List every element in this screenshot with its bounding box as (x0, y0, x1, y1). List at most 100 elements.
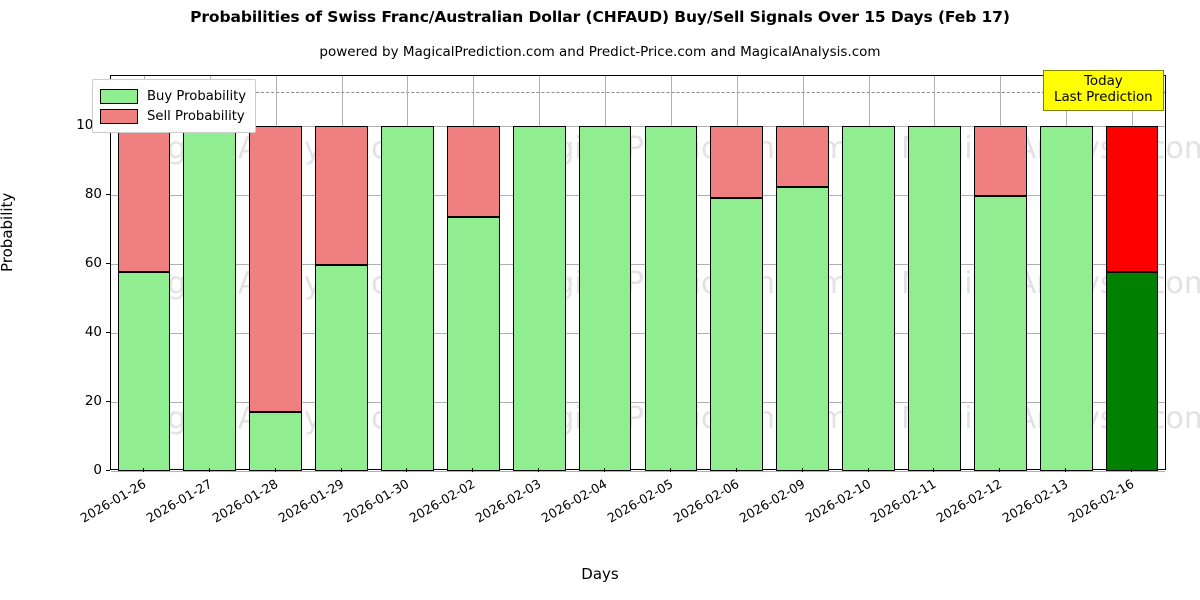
bar-segment-buy[interactable] (117, 271, 171, 471)
y-tick-label: 40 (84, 324, 102, 340)
x-tick-label: 2026-01-30 (341, 476, 412, 526)
chart-subtitle: powered by MagicalPrediction.com and Pre… (319, 44, 881, 60)
bar-segment-buy[interactable] (183, 126, 237, 471)
bar-group[interactable] (578, 126, 632, 471)
x-tick-mark (274, 468, 276, 472)
x-tick-label: 2026-02-11 (868, 476, 939, 526)
x-tick-label: 2026-02-06 (670, 476, 742, 526)
bar-group[interactable] (183, 126, 237, 471)
y-gridline (111, 195, 1165, 196)
x-tick-mark (406, 468, 408, 472)
bar-group[interactable] (117, 126, 171, 471)
y-tick-mark (106, 263, 110, 264)
x-tick-mark (1065, 468, 1067, 472)
y-gridline (111, 126, 1165, 127)
x-tick-label: 2026-02-05 (604, 476, 676, 526)
x-axis-label: Days (581, 565, 619, 583)
today-annotation: Today Last Prediction (1043, 70, 1164, 112)
x-tick-mark (340, 468, 342, 472)
bar-segment-sell[interactable] (249, 126, 303, 413)
y-tick-mark (106, 470, 110, 471)
bar-group[interactable] (381, 126, 434, 471)
plot-inner: MagicalAnalysis.comMagicalPrediction.com… (111, 76, 1200, 472)
threshold-line (111, 91, 1165, 93)
legend-label-buy: Buy Probability (147, 88, 247, 104)
chart-legend: Buy Probability Sell Probability (92, 79, 257, 133)
x-tick-mark (142, 468, 144, 472)
y-tick-mark (106, 401, 110, 402)
x-tick-mark (604, 468, 606, 472)
bar-segment-sell[interactable] (117, 126, 171, 272)
x-tick-label: 2026-02-16 (1065, 476, 1137, 526)
bar-group[interactable] (908, 126, 961, 471)
bar-segment-buy[interactable] (776, 187, 830, 471)
x-tick-mark (472, 468, 474, 472)
x-tick-label: 2026-01-28 (209, 476, 281, 526)
bar-group[interactable] (710, 126, 764, 471)
legend-label-sell: Sell Probability (147, 108, 245, 124)
bar-segment-buy[interactable] (973, 195, 1027, 471)
y-gridline (111, 471, 1165, 472)
bar-segment-buy[interactable] (1039, 126, 1093, 471)
bar-group[interactable] (1105, 126, 1159, 471)
bar-group[interactable] (776, 126, 830, 471)
bar-segment-buy[interactable] (315, 264, 368, 471)
bar-segment-buy[interactable] (908, 126, 961, 471)
y-tick-label: 60 (84, 255, 102, 271)
y-tick-label: 0 (93, 462, 102, 478)
y-tick-mark (106, 194, 110, 195)
x-tick-mark (801, 468, 803, 472)
bar-group[interactable] (644, 126, 698, 471)
y-tick-label: 20 (84, 393, 102, 409)
bar-group[interactable] (842, 126, 895, 471)
x-tick-mark (735, 468, 737, 472)
bar-group[interactable] (446, 126, 500, 471)
bar-segment-buy[interactable] (446, 216, 500, 471)
bar-segment-sell[interactable] (446, 126, 500, 217)
x-tick-mark (538, 468, 540, 472)
x-tick-label: 2026-02-13 (999, 476, 1071, 526)
bar-group[interactable] (973, 126, 1027, 471)
legend-item-sell: Sell Probability (100, 106, 246, 126)
bar-segment-buy[interactable] (710, 198, 764, 471)
x-tick-label: 2026-01-29 (275, 476, 347, 526)
bar-segment-sell[interactable] (315, 126, 368, 265)
bar-segment-buy[interactable] (578, 126, 632, 471)
x-tick-mark (933, 468, 935, 472)
x-tick-label: 2026-02-03 (472, 476, 544, 526)
plot-area: MagicalAnalysis.comMagicalPrediction.com… (110, 75, 1200, 472)
bar-segment-buy[interactable] (1105, 271, 1159, 471)
x-tick-mark (999, 468, 1001, 472)
x-tick-label: 2026-02-09 (736, 476, 808, 526)
bar-segment-sell[interactable] (973, 126, 1027, 196)
x-tick-label: 2026-02-02 (406, 476, 478, 526)
bar-segment-buy[interactable] (381, 126, 434, 471)
y-gridline (111, 333, 1165, 334)
x-tick-label: 2026-01-26 (77, 476, 149, 526)
legend-swatch-buy-icon (100, 88, 138, 104)
bar-segment-buy[interactable] (249, 412, 303, 471)
y-gridline (111, 402, 1165, 403)
bar-segment-buy[interactable] (644, 126, 698, 471)
bar-segment-sell[interactable] (1105, 126, 1159, 272)
x-tick-mark (1131, 468, 1133, 472)
x-tick-label: 2026-01-27 (143, 476, 215, 526)
x-tick-label: 2026-02-10 (802, 476, 874, 526)
bar-group[interactable] (315, 126, 368, 471)
x-tick-mark (867, 468, 869, 472)
bar-group[interactable] (512, 126, 566, 471)
x-tick-mark (669, 468, 671, 472)
bar-segment-buy[interactable] (512, 126, 566, 471)
bar-segment-sell[interactable] (776, 126, 830, 188)
y-tick-label: 80 (84, 186, 102, 202)
x-tick-label: 2026-02-04 (538, 476, 610, 526)
bar-group[interactable] (249, 126, 303, 471)
bar-segment-buy[interactable] (842, 126, 895, 471)
x-tick-mark (208, 468, 210, 472)
bar-group[interactable] (1039, 126, 1093, 471)
y-axis-label: Probability (0, 192, 16, 272)
y-gridline (111, 264, 1165, 265)
bar-segment-sell[interactable] (710, 126, 764, 199)
x-tick-label: 2026-02-12 (933, 476, 1005, 526)
